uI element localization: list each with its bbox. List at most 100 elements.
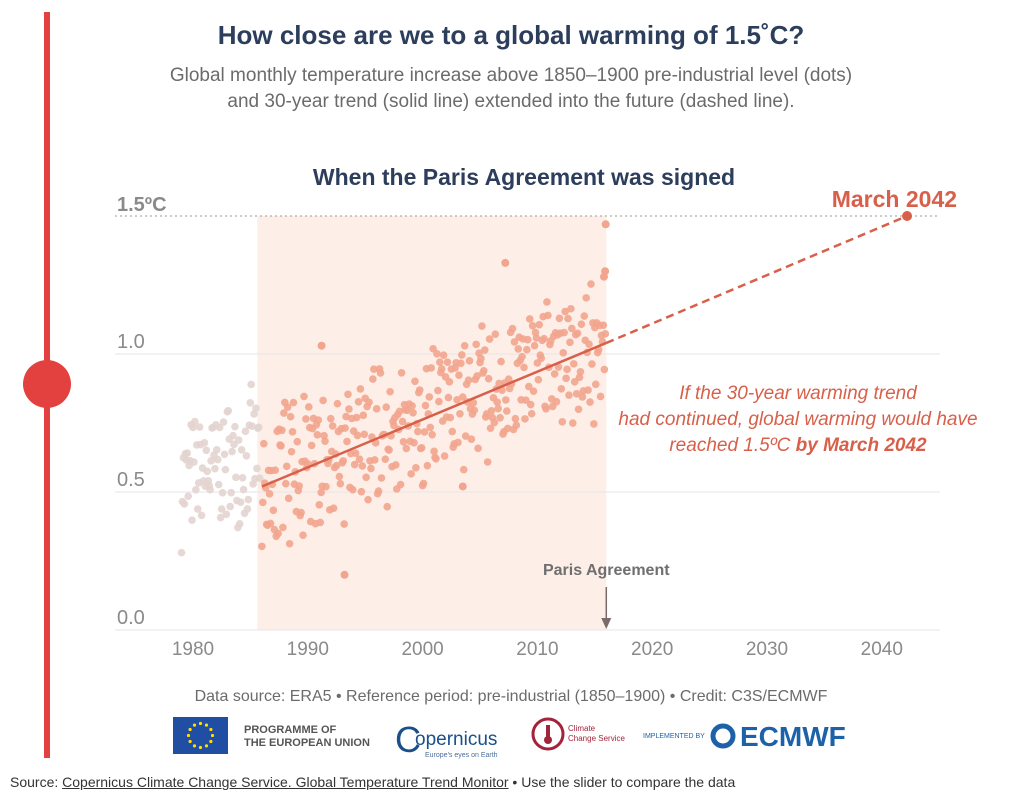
data-point	[200, 439, 209, 447]
data-point	[353, 431, 362, 440]
data-point	[527, 409, 536, 418]
data-point	[554, 363, 563, 371]
data-point	[484, 374, 493, 383]
data-point	[568, 324, 576, 333]
paris-agreement-arrowhead	[601, 618, 612, 629]
data-point	[220, 450, 229, 459]
c3s-line2: Change Service	[568, 734, 625, 743]
slider-handle[interactable]	[23, 360, 71, 408]
data-point	[439, 351, 448, 360]
data-point	[372, 405, 381, 413]
data-point	[188, 516, 196, 524]
data-point	[430, 447, 438, 456]
data-point	[221, 465, 230, 474]
data-point	[480, 366, 488, 375]
source-prefix: Source:	[10, 774, 63, 790]
data-point	[543, 298, 551, 306]
data-point	[237, 446, 246, 454]
data-point	[502, 407, 511, 415]
chart-subtitle-line2: and 30-year trend (solid line) extended …	[227, 91, 794, 112]
data-point	[228, 447, 236, 456]
data-point	[336, 479, 345, 488]
data-point	[358, 462, 367, 470]
data-point	[587, 280, 595, 288]
data-source: Data source: ERA5 • Reference period: pr…	[195, 688, 828, 705]
data-point	[189, 423, 197, 432]
data-point	[280, 409, 288, 417]
data-point	[239, 485, 248, 494]
data-point	[496, 413, 504, 422]
ecmwf-logo: IMPLEMENTED BY ECMWF	[643, 721, 846, 752]
chart-subtitle-line1: Global monthly temperature increase abov…	[170, 65, 852, 86]
data-point	[508, 324, 517, 333]
data-point	[304, 403, 313, 411]
data-point	[514, 345, 523, 353]
data-point	[370, 456, 379, 464]
data-point	[229, 431, 237, 440]
data-point	[195, 423, 204, 431]
data-point	[285, 539, 294, 548]
annotation-line1: If the 30-year warming trend	[679, 383, 918, 404]
data-point	[569, 360, 578, 368]
data-point	[493, 398, 502, 406]
data-point	[300, 392, 308, 401]
data-point	[348, 485, 357, 494]
data-point	[600, 365, 609, 374]
data-point	[383, 502, 392, 511]
data-point	[367, 464, 375, 473]
data-point	[243, 505, 252, 513]
c3s-logo: Climate Change Service	[531, 717, 625, 751]
data-point	[259, 439, 268, 448]
data-point	[259, 498, 267, 507]
ecmwf-mark-icon	[710, 723, 736, 749]
data-point	[574, 405, 583, 414]
data-point	[248, 422, 256, 430]
y-tick-label: 0.0	[117, 607, 145, 629]
projection-line	[605, 214, 908, 345]
data-point	[485, 335, 494, 343]
eu-star	[204, 744, 209, 748]
data-point	[231, 422, 239, 431]
data-point	[410, 438, 418, 447]
data-point	[255, 474, 264, 483]
eu-star	[209, 727, 213, 732]
annotation-line3: reached 1.5ºC by March 2042	[669, 435, 927, 456]
data-point	[458, 393, 467, 401]
data-point	[455, 371, 463, 380]
data-point	[524, 335, 532, 344]
trend-line	[261, 341, 607, 488]
data-point	[570, 378, 579, 386]
data-point	[277, 442, 285, 450]
data-point	[529, 387, 538, 396]
eu-logo: PROGRAMME OF THE EUROPEAN UNION	[173, 717, 370, 754]
data-point	[343, 437, 351, 446]
data-point	[599, 272, 608, 281]
data-point	[352, 413, 361, 422]
ecmwf-wordmark: ECMWF	[740, 721, 846, 752]
data-point	[295, 482, 303, 490]
data-point	[461, 432, 470, 440]
data-point	[374, 487, 383, 495]
annotation-line3-bold: by March 2042	[796, 435, 927, 456]
data-point	[344, 390, 352, 399]
data-point	[408, 402, 416, 410]
data-point	[399, 437, 408, 446]
data-point	[478, 322, 486, 330]
data-point	[528, 322, 537, 330]
eu-star	[204, 723, 209, 727]
data-point	[335, 472, 344, 481]
eu-star	[192, 744, 197, 748]
data-point	[234, 436, 243, 444]
data-point	[421, 401, 430, 410]
source-link[interactable]: Copernicus Climate Change Service. Globa…	[62, 774, 509, 790]
eu-star	[209, 739, 213, 744]
data-point	[206, 485, 214, 494]
data-point	[202, 446, 211, 455]
data-point	[219, 418, 228, 426]
data-point	[560, 328, 568, 337]
data-point	[414, 427, 422, 436]
source-line: Source: Copernicus Climate Change Servic…	[10, 774, 735, 790]
data-point	[207, 457, 215, 465]
data-point	[315, 500, 324, 509]
data-point	[412, 463, 420, 472]
